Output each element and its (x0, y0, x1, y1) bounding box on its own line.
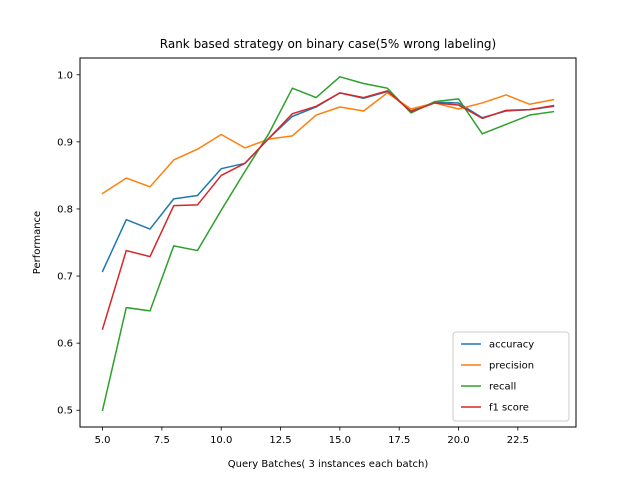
x-tick-label: 5.0 (95, 435, 111, 446)
x-axis: 5.0 7.5 10.0 12.5 15.0 17.5 20.0 22.5 (95, 427, 529, 446)
x-tick-label: 22.5 (507, 435, 529, 446)
y-axis-title: Performance (32, 211, 43, 274)
series-layer (101, 76, 555, 412)
y-tick-label: 1.0 (57, 70, 73, 81)
plot-frame (79, 57, 577, 428)
y-tick-label: 0.7 (57, 272, 73, 283)
series-line-recall (101, 76, 555, 412)
legend-box (452, 331, 570, 422)
y-tick-label: 0.9 (57, 137, 73, 148)
x-tick-label: 15.0 (329, 435, 351, 446)
x-tick-label: 12.5 (269, 435, 291, 446)
y-axis: 0.5 0.6 0.7 0.8 0.9 1.0 (57, 70, 80, 417)
x-tick-label: 20.0 (447, 435, 469, 446)
x-tick-label: 10.0 (210, 435, 232, 446)
y-tick-label: 0.8 (57, 204, 73, 215)
x-tick-label: 17.5 (388, 435, 410, 446)
y-tick-label: 0.6 (57, 339, 73, 350)
legend-label: recall (489, 382, 516, 393)
series-line-accuracy (101, 90, 555, 273)
x-tick-label: 7.5 (154, 435, 170, 446)
x-axis-title: Query Batches( 3 instances each batch) (228, 459, 429, 470)
y-tick-label: 0.5 (57, 406, 73, 417)
legend: accuracy precision recall f1 score (452, 331, 570, 422)
series-line-precision (101, 92, 555, 195)
chart-title: Rank based strategy on binary case(5% wr… (160, 37, 496, 51)
series-line-f1-score (101, 90, 555, 330)
legend-label: accuracy (489, 340, 534, 351)
legend-label: precision (489, 361, 534, 372)
legend-label: f1 score (489, 403, 529, 414)
